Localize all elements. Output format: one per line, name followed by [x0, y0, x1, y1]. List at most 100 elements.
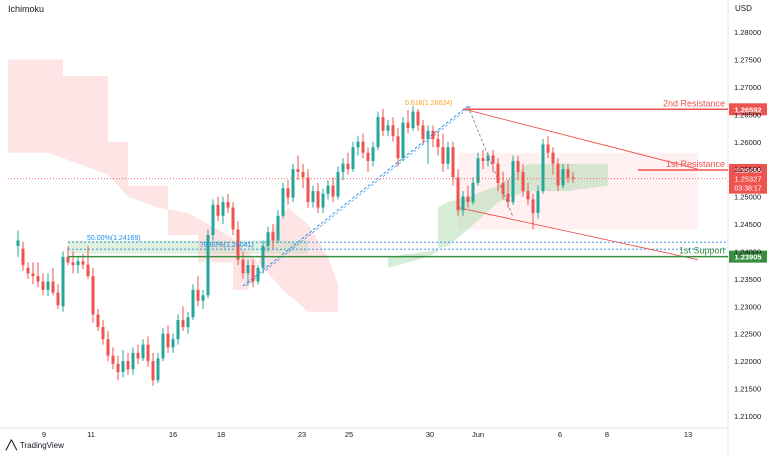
brand-label: TradingView [19, 441, 64, 450]
x-tick-label: 30 [426, 430, 434, 439]
candle-body [406, 122, 410, 129]
candle-body [366, 152, 370, 161]
candle-body [441, 147, 445, 164]
candle-body [36, 276, 40, 282]
candle-body [341, 163, 345, 172]
candle-body [141, 344, 145, 359]
x-tick-label: 23 [298, 430, 306, 439]
candle-body [491, 155, 495, 164]
candle-body [331, 185, 335, 197]
candle-body [506, 193, 510, 203]
candle-body [336, 171, 340, 197]
fib-zone-band [68, 240, 308, 254]
candle-body [126, 361, 130, 370]
y-tick-label: 1.21500 [734, 385, 761, 394]
y-tick-label: 1.26000 [734, 138, 761, 147]
x-tick-label: 25 [345, 430, 353, 439]
candle-body [111, 355, 115, 364]
candle-body [486, 155, 490, 161]
y-tick-label: 1.22500 [734, 330, 761, 339]
candle-body [546, 144, 550, 153]
candle-body [51, 281, 55, 293]
candle-body [231, 207, 235, 230]
candle-body [16, 240, 20, 246]
candle-body [251, 265, 255, 282]
candle-body [91, 276, 95, 315]
s1-price-tag [729, 250, 767, 263]
candle-body [156, 358, 160, 381]
y-tick-label: 1.27500 [734, 56, 761, 65]
x-tick-label: Jun [472, 430, 484, 439]
candle-body [321, 193, 325, 208]
candle-body [466, 196, 470, 203]
candle-body [556, 163, 560, 186]
candle-body [216, 204, 220, 216]
candle-body [246, 265, 250, 274]
candle-body [196, 289, 200, 301]
candle-body [276, 215, 280, 241]
candle-body [516, 160, 520, 172]
candle-body [96, 314, 100, 328]
r2-price-tag [729, 103, 767, 116]
r1-label: 1st Resistance [666, 159, 725, 169]
candle-body [116, 363, 120, 373]
candle-body [61, 256, 65, 307]
x-tick-label: 16 [169, 430, 177, 439]
tradingview-logo-icon: ╱╲ [6, 440, 17, 450]
currency-label: USD [735, 4, 752, 13]
candle-body [391, 125, 395, 137]
candle-body [461, 196, 465, 211]
candle-body [236, 229, 240, 260]
candle-body [46, 281, 50, 290]
y-tick-label: 1.24000 [734, 247, 761, 256]
candle-body [426, 130, 430, 140]
candle-body [511, 160, 515, 203]
candle-body [446, 147, 450, 164]
candle-body [536, 191, 540, 214]
candle-body [401, 122, 405, 159]
candle-body [221, 202, 225, 216]
candle-body [146, 344, 150, 362]
candle-body [381, 117, 385, 131]
y-tick-label: 1.28000 [734, 28, 761, 37]
x-tick-label: 11 [87, 430, 95, 439]
candle-body [21, 248, 25, 266]
candle-body [136, 352, 140, 359]
candle-body [471, 182, 475, 203]
fib-label: 78.60%(1.24041) [200, 242, 254, 249]
fib-label: 50.00%(1.24169) [87, 235, 141, 242]
candle-body [476, 158, 480, 183]
candle-body [166, 333, 170, 348]
y-tick-label: 1.21000 [734, 412, 761, 421]
x-tick-label: 8 [605, 430, 609, 439]
candle-body [206, 234, 210, 296]
tradingview-logo: ╱╲ TradingView [6, 440, 64, 451]
candle-body [496, 163, 500, 183]
candle-body [281, 188, 285, 216]
y-tick-label: 1.24500 [734, 220, 761, 229]
candle-body [31, 273, 35, 277]
candle-body [26, 267, 30, 274]
candle-body [226, 202, 230, 208]
y-tick-label: 1.26500 [734, 110, 761, 119]
candle-body [121, 361, 125, 373]
x-tick-label: 13 [684, 430, 692, 439]
candle-body [161, 333, 165, 359]
y-tick-label: 1.22000 [734, 357, 761, 366]
fib-extension-line [242, 105, 469, 287]
x-tick-label: 6 [558, 430, 562, 439]
candle-body [346, 163, 350, 170]
candle-body [106, 339, 110, 356]
candle-body [386, 125, 390, 131]
candle-body [501, 182, 505, 194]
candle-body [431, 130, 435, 140]
x-tick-label: 18 [217, 430, 225, 439]
candle-body [241, 259, 245, 274]
candle-body [256, 267, 260, 282]
candle-body [296, 169, 300, 172]
y-tick-label: 1.23500 [734, 275, 761, 284]
candle-body [41, 281, 45, 290]
candle-body [361, 141, 365, 153]
ichimoku-cloud-bearish [8, 59, 338, 312]
